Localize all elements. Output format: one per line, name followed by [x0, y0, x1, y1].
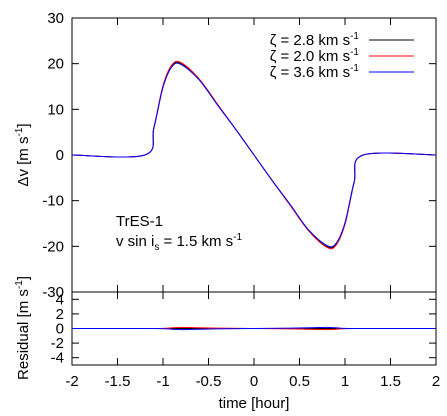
legend: ζ = 2.8 km s-1ζ = 2.0 km s-1ζ = 3.6 km s… — [270, 31, 414, 81]
legend-exp: -1 — [350, 63, 359, 74]
residual-ytick-label: -2 — [51, 335, 64, 352]
residual-ytick-label: 2 — [56, 306, 64, 323]
residual-ylabel-close: ] — [15, 276, 32, 280]
legend-exp: -1 — [350, 31, 359, 42]
x-tick-label: -1 — [156, 373, 169, 390]
annotation-vsini: v sin i — [116, 233, 154, 250]
x-tick-label: 0.5 — [289, 373, 310, 390]
residual-ylabel: Residual [m s-1] — [14, 276, 32, 380]
main-ytick-label: -30 — [42, 284, 64, 301]
x-tick-label: 2 — [432, 373, 440, 390]
annotation-sub: s — [154, 242, 159, 253]
main-series-line-2 — [71, 62, 437, 248]
main-ytick-label: 30 — [47, 10, 64, 27]
main-ylabel-exp: -1 — [14, 127, 25, 136]
residual-series — [71, 326, 437, 331]
residual-ytick-label: 0 — [56, 321, 64, 338]
legend-zeta: ζ — [270, 48, 277, 65]
main-series — [71, 60, 437, 250]
residual-ytick-label: -4 — [51, 350, 64, 367]
legend-label-0: ζ = 2.8 km s-1 — [270, 31, 360, 49]
main-ytick-label: -10 — [42, 193, 64, 210]
x-tick-label: 1.5 — [380, 373, 401, 390]
legend-value: = 2.8 km s — [276, 32, 350, 49]
legend-value: = 2.0 km s — [276, 48, 350, 65]
main-ylabel-close: ] — [15, 123, 32, 127]
legend-exp: -1 — [350, 47, 359, 58]
residual-ylabel-exp: -1 — [14, 280, 25, 289]
residual-ylabel-main: Residual — [15, 322, 32, 380]
x-tick-label: 0 — [250, 373, 258, 390]
main-ylabel-unit: [m s — [15, 137, 32, 165]
main-ylabel: Δv [m s-1] — [14, 123, 32, 186]
annotation-value: = 1.5 km s — [159, 233, 233, 250]
x-tick-label: -1.5 — [105, 373, 131, 390]
main-ytick-label: -20 — [42, 238, 64, 255]
main-ytick-label: 20 — [47, 56, 64, 73]
x-axis-label: time [hour] — [219, 395, 290, 412]
residual-series-line-2 — [71, 326, 437, 331]
legend-zeta: ζ — [270, 32, 277, 49]
residual-ticks: 420-2-4-2 -1.5 -1 -0.5 0 0.5 1 1.5 2 — [51, 291, 441, 390]
main-ylabel-main: Δv — [15, 169, 32, 187]
residual-ytick-label: 4 — [56, 291, 64, 308]
x-tick-label: 1 — [341, 373, 349, 390]
legend-zeta: ζ — [270, 64, 277, 81]
legend-label-2: ζ = 3.6 km s-1 — [270, 63, 360, 81]
main-ytick-label: 0 — [56, 147, 64, 164]
x-tick-label: -0.5 — [196, 373, 222, 390]
main-ytick-label: 10 — [47, 101, 64, 118]
annotation-sup: -1 — [233, 232, 242, 243]
x-tick-label: -2 — [65, 373, 78, 390]
annotation-line1: TrES-1 — [116, 213, 163, 230]
legend-label-1: ζ = 2.0 km s-1 — [270, 47, 360, 65]
residual-ylabel-unit: [m s — [15, 289, 32, 317]
legend-value: = 3.6 km s — [276, 64, 350, 81]
annotation-line2: v sin is = 1.5 km s-1 — [116, 232, 242, 253]
